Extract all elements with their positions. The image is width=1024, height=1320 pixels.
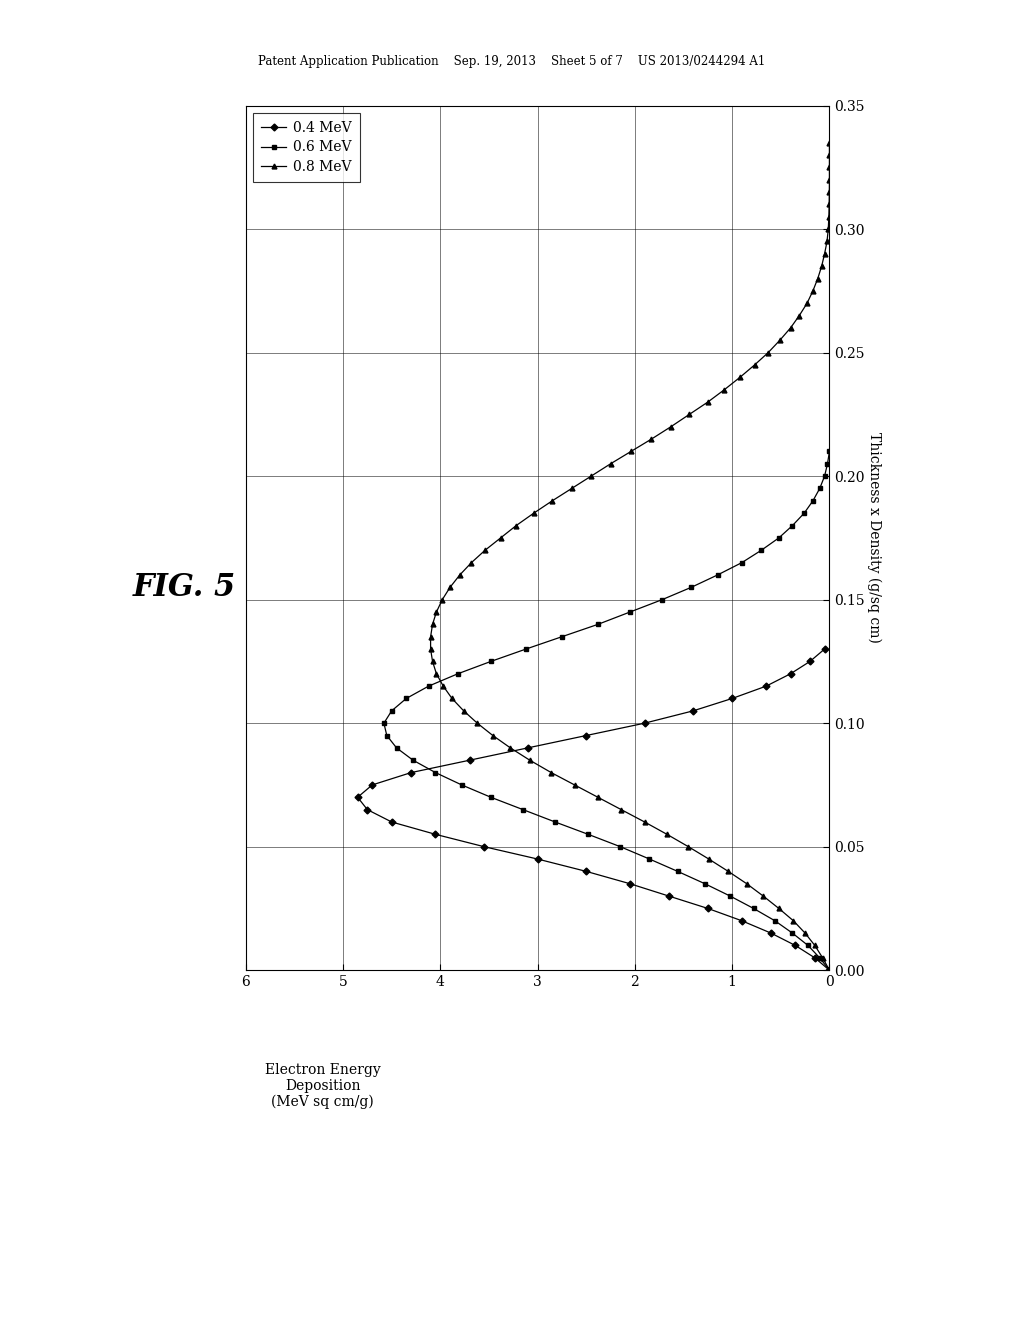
Text: Patent Application Publication    Sep. 19, 2013    Sheet 5 of 7    US 2013/02442: Patent Application Publication Sep. 19, … [258, 55, 766, 69]
0.8 MeV [823, 135, 836, 150]
0.8 MeV [568, 777, 581, 793]
0.4 MeV [531, 851, 544, 867]
0.6 MeV [802, 937, 814, 953]
0.6 MeV [400, 690, 413, 706]
0.4 MeV [663, 888, 675, 904]
0.6 MeV [656, 591, 669, 607]
Line: 0.4 MeV: 0.4 MeV [355, 647, 831, 973]
0.6 MeV [823, 444, 836, 459]
0.6 MeV [724, 888, 736, 904]
0.6 MeV [813, 480, 825, 496]
0.6 MeV [807, 492, 819, 508]
0.4 MeV [804, 653, 816, 669]
0.4 MeV [463, 752, 475, 768]
0.8 MeV [823, 962, 836, 978]
0.4 MeV [580, 863, 592, 879]
0.6 MeV [698, 876, 711, 892]
0.6 MeV [452, 665, 464, 681]
0.6 MeV [748, 900, 760, 916]
0.4 MeV [809, 950, 821, 966]
0.4 MeV [639, 715, 651, 731]
0.6 MeV [549, 814, 561, 830]
0.6 MeV [813, 950, 825, 966]
0.4 MeV [624, 876, 636, 892]
0.6 MeV [798, 506, 810, 521]
0.4 MeV [823, 962, 836, 978]
0.4 MeV [385, 814, 397, 830]
0.6 MeV [755, 543, 768, 558]
0.6 MeV [769, 913, 781, 929]
0.4 MeV [367, 777, 379, 793]
0.4 MeV [429, 826, 441, 842]
0.8 MeV [822, 222, 835, 238]
0.6 MeV [735, 554, 748, 570]
0.6 MeV [786, 517, 799, 533]
0.6 MeV [592, 616, 604, 632]
0.6 MeV [821, 455, 834, 471]
0.4 MeV [818, 642, 830, 657]
0.4 MeV [701, 900, 714, 916]
Text: Electron Energy
Deposition
(MeV sq cm/g): Electron Energy Deposition (MeV sq cm/g) [264, 1063, 381, 1110]
0.6 MeV [390, 741, 402, 756]
0.4 MeV [784, 665, 797, 681]
0.4 MeV [726, 690, 738, 706]
0.4 MeV [361, 801, 374, 817]
0.4 MeV [521, 741, 535, 756]
0.6 MeV [685, 579, 697, 595]
0.6 MeV [407, 752, 419, 768]
0.6 MeV [556, 628, 568, 644]
Text: FIG. 5: FIG. 5 [133, 572, 237, 603]
0.6 MeV [385, 702, 397, 718]
0.4 MeV [406, 764, 418, 780]
0.6 MeV [818, 469, 830, 484]
0.8 MeV [546, 492, 558, 508]
0.6 MeV [823, 962, 836, 978]
Line: 0.8 MeV: 0.8 MeV [428, 140, 831, 973]
0.6 MeV [517, 801, 529, 817]
Line: 0.6 MeV: 0.6 MeV [382, 449, 831, 973]
0.6 MeV [643, 851, 655, 867]
0.6 MeV [582, 826, 594, 842]
0.6 MeV [429, 764, 441, 780]
0.4 MeV [765, 925, 777, 941]
0.8 MeV [565, 480, 578, 496]
Y-axis label: Thickness x Density (g/sq cm): Thickness x Density (g/sq cm) [867, 433, 882, 643]
0.4 MeV [735, 913, 748, 929]
0.4 MeV [760, 678, 772, 694]
0.6 MeV [423, 678, 435, 694]
0.8 MeV [545, 764, 557, 780]
0.6 MeV [672, 863, 684, 879]
0.4 MeV [687, 702, 699, 718]
0.6 MeV [712, 568, 724, 583]
0.6 MeV [773, 529, 785, 545]
0.6 MeV [614, 838, 627, 854]
0.6 MeV [378, 715, 390, 731]
0.6 MeV [786, 925, 799, 941]
0.6 MeV [484, 653, 497, 669]
0.4 MeV [478, 838, 490, 854]
0.4 MeV [351, 789, 364, 805]
0.6 MeV [484, 789, 497, 805]
0.8 MeV [823, 160, 836, 176]
0.4 MeV [580, 727, 592, 743]
Legend: 0.4 MeV, 0.6 MeV, 0.8 MeV: 0.4 MeV, 0.6 MeV, 0.8 MeV [253, 112, 360, 182]
0.6 MeV [381, 727, 393, 743]
0.6 MeV [520, 642, 532, 657]
0.6 MeV [456, 777, 468, 793]
0.6 MeV [624, 605, 636, 620]
0.4 MeV [790, 937, 802, 953]
